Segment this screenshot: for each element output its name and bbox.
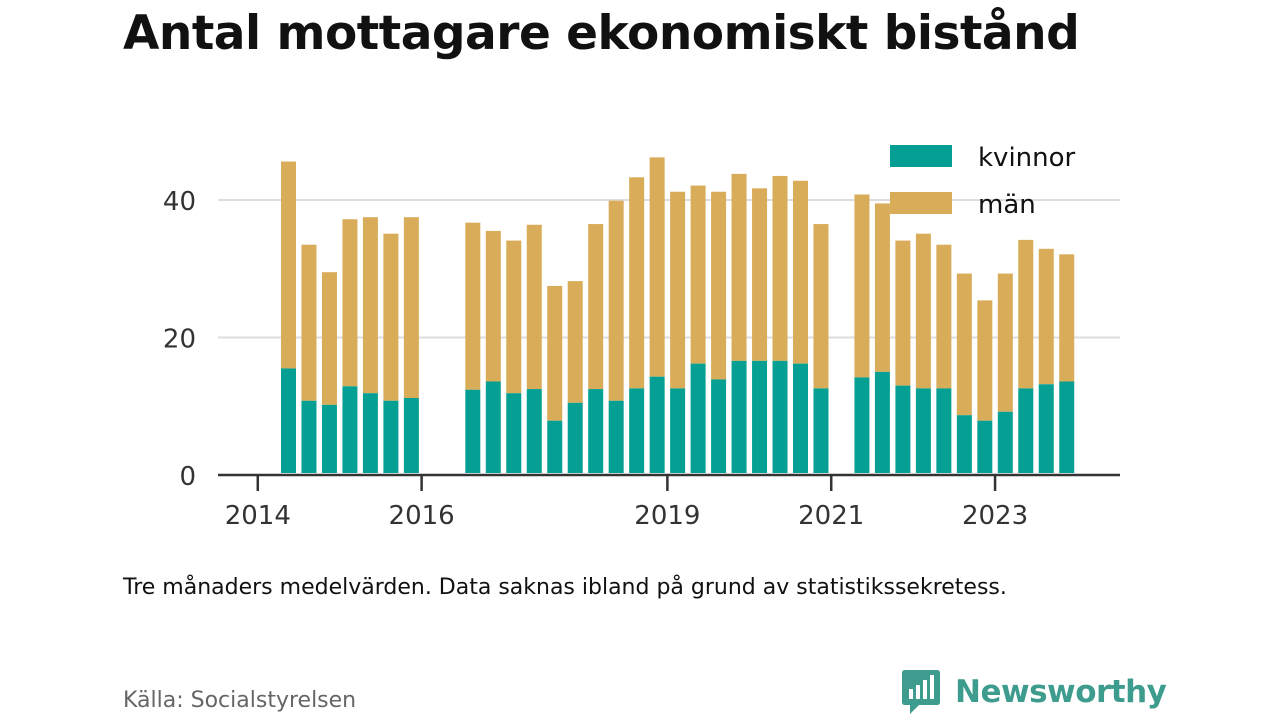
- bar-man: [813, 224, 829, 389]
- bar-kvinnor: [670, 388, 686, 473]
- bar-man: [547, 285, 563, 421]
- bar-man: [793, 180, 808, 364]
- bar-kvinnor: [362, 393, 378, 473]
- bar-kvinnor: [629, 388, 645, 473]
- chart-note: Tre månaders medelvärden. Data saknas ib…: [123, 575, 1007, 600]
- bar-kvinnor: [793, 363, 808, 473]
- bar-man: [383, 233, 399, 401]
- bar-kvinnor: [465, 389, 481, 473]
- bar-kvinnor: [915, 388, 931, 473]
- bar-man: [342, 219, 358, 387]
- bar-man: [526, 224, 542, 390]
- legend: kvinnor män: [890, 143, 1076, 220]
- x-tick-label: 2019: [634, 501, 700, 531]
- bar-kvinnor: [649, 376, 665, 473]
- bar-man: [956, 273, 972, 416]
- x-tick-label: 2021: [798, 501, 864, 531]
- bar-man: [915, 233, 931, 389]
- bar-man: [977, 300, 993, 421]
- legend-swatch-kvinnor: [890, 145, 952, 167]
- bar-kvinnor: [547, 420, 563, 473]
- legend-label-man: män: [978, 190, 1036, 220]
- bar-man: [465, 222, 481, 390]
- bar-man: [731, 173, 747, 361]
- bar-kvinnor: [1018, 388, 1034, 473]
- x-tick-label: 2023: [962, 501, 1028, 531]
- bar-kvinnor: [956, 415, 972, 473]
- bar-kvinnor: [711, 379, 727, 473]
- chart-title: Antal mottagare ekonomiskt bistånd: [123, 6, 1080, 61]
- bar-man: [281, 161, 296, 369]
- bar-man: [772, 175, 788, 361]
- bar-kvinnor: [1059, 381, 1075, 473]
- bar-kvinnor: [977, 420, 993, 473]
- bar-kvinnor: [588, 389, 604, 473]
- bar-man: [895, 240, 911, 386]
- x-tick-label: 2016: [389, 501, 455, 531]
- bar-man: [854, 194, 870, 378]
- source-credit: Källa: Socialstyrelsen: [123, 688, 357, 713]
- bar-man: [629, 177, 645, 389]
- y-tick-label: 0: [179, 462, 196, 492]
- bar-kvinnor: [567, 402, 583, 473]
- bar-man: [752, 188, 768, 361]
- bar-kvinnor: [506, 393, 522, 473]
- bar-man: [690, 185, 706, 364]
- bar-kvinnor: [690, 363, 706, 473]
- bar-man: [874, 203, 890, 372]
- bar-kvinnor: [936, 388, 952, 473]
- bar-kvinnor: [874, 371, 890, 473]
- bar-man: [403, 217, 419, 398]
- bar-kvinnor: [752, 360, 768, 473]
- bar-man: [649, 157, 665, 377]
- y-tick-label: 40: [163, 187, 196, 217]
- bar-man: [608, 200, 624, 401]
- bars: [281, 157, 1075, 473]
- bar-kvinnor: [342, 386, 358, 473]
- legend-label-kvinnor: kvinnor: [978, 143, 1076, 173]
- bar-man: [567, 281, 583, 403]
- bar-man: [997, 273, 1013, 412]
- y-tick-label: 20: [163, 325, 196, 355]
- bar-kvinnor: [526, 389, 542, 473]
- bar-kvinnor: [301, 400, 317, 473]
- bar-kvinnor: [854, 377, 870, 473]
- bar-man: [485, 230, 501, 382]
- bar-kvinnor: [281, 368, 296, 473]
- bar-man: [1059, 254, 1075, 382]
- bar-kvinnor: [1038, 384, 1054, 473]
- bar-kvinnor: [321, 404, 337, 473]
- x-tick-label: 2014: [225, 501, 291, 531]
- bar-kvinnor: [997, 411, 1013, 473]
- bar-man: [321, 272, 337, 405]
- axes: 0 20 40 2014 2016 2019 2021 2023: [163, 187, 1120, 531]
- bar-kvinnor: [731, 360, 747, 473]
- brand-logo[interactable]: Newsworthy: [901, 668, 1167, 716]
- bar-man: [506, 240, 522, 394]
- brand-name: Newsworthy: [955, 674, 1167, 710]
- bar-kvinnor: [772, 360, 788, 473]
- bar-man: [1038, 248, 1054, 385]
- bar-man: [711, 191, 727, 380]
- bar-kvinnor: [383, 400, 399, 473]
- bar-kvinnor: [608, 400, 624, 473]
- bar-man: [362, 217, 378, 394]
- bar-man: [670, 191, 686, 389]
- bar-man: [1018, 239, 1034, 389]
- bar-man: [588, 224, 604, 390]
- bar-kvinnor: [485, 381, 501, 473]
- legend-swatch-man: [890, 192, 952, 214]
- bar-kvinnor: [403, 398, 419, 473]
- bar-man: [936, 244, 952, 389]
- bar-kvinnor: [813, 388, 829, 473]
- bar-man: [301, 244, 317, 401]
- bar-kvinnor: [895, 385, 911, 473]
- newsworthy-logo-icon: [902, 670, 940, 714]
